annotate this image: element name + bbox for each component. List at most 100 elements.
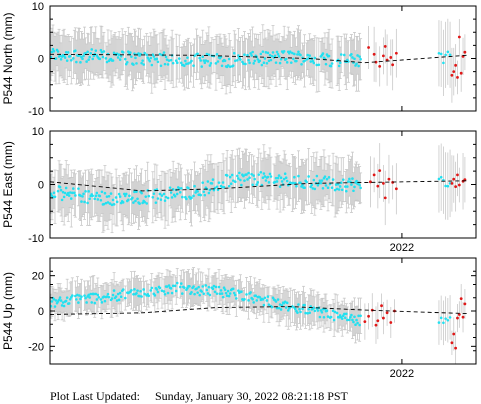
data-point <box>203 193 207 197</box>
data-point <box>339 53 343 56</box>
data-point <box>92 292 96 296</box>
data-point <box>256 58 260 61</box>
data-point <box>295 184 298 188</box>
data-point <box>321 186 325 190</box>
y-tick-label: 0 <box>38 180 44 192</box>
data-point <box>207 285 211 289</box>
data-point <box>283 300 287 304</box>
data-point <box>64 186 68 190</box>
panel-3: -20 0 20 2022 P544 Up (mm) <box>1 257 477 380</box>
data-point <box>68 54 72 58</box>
data-point <box>338 185 342 188</box>
panel-2: -10 0 10 2022 P544 East (mm) <box>1 126 477 254</box>
data-point <box>105 60 109 64</box>
data-point <box>156 290 160 294</box>
data-point <box>212 284 216 288</box>
data-point <box>96 198 100 201</box>
data-point <box>355 318 358 322</box>
data-point <box>68 297 72 301</box>
red-point <box>367 314 370 318</box>
data-point <box>258 296 262 299</box>
data-point <box>61 190 65 194</box>
data-point <box>248 176 251 179</box>
data-point <box>244 62 247 66</box>
data-point <box>95 191 99 195</box>
data-point <box>341 178 345 181</box>
data-point <box>261 50 265 53</box>
data-point <box>307 307 310 311</box>
data-point <box>175 281 179 285</box>
red-point <box>457 313 461 316</box>
data-point <box>95 298 99 301</box>
data-point <box>205 288 209 292</box>
data-point <box>250 54 253 57</box>
data-point <box>192 285 195 288</box>
data-point <box>324 62 328 66</box>
data-point <box>116 56 120 59</box>
data-point <box>201 55 205 58</box>
data-point <box>325 177 329 181</box>
data-point <box>170 291 174 295</box>
data-point <box>149 289 153 292</box>
data-point <box>334 183 338 186</box>
data-point <box>119 54 123 58</box>
data-point <box>215 53 219 56</box>
data-point <box>141 59 144 62</box>
data-point <box>330 186 334 189</box>
data-point <box>319 181 323 185</box>
data-point <box>64 51 68 54</box>
data-point <box>228 175 232 179</box>
data-point <box>345 189 348 193</box>
data-point <box>199 59 202 62</box>
data-point <box>335 311 339 315</box>
data-point <box>102 50 106 53</box>
data-point <box>56 189 60 193</box>
data-point <box>99 48 103 52</box>
data-point <box>88 296 91 299</box>
data-point <box>293 175 296 179</box>
data-point <box>261 298 265 301</box>
data-point <box>303 59 306 63</box>
data-point <box>284 306 288 309</box>
data-point <box>215 292 219 295</box>
data-point <box>280 180 284 183</box>
data-point <box>356 321 359 325</box>
cyan-points <box>50 47 452 69</box>
data-point <box>186 286 189 290</box>
x-tick-label: 2022 <box>390 242 414 254</box>
data-point <box>204 59 208 62</box>
red-point <box>378 64 382 68</box>
data-point <box>350 183 353 186</box>
data-point <box>232 291 236 295</box>
data-point <box>306 53 309 57</box>
data-point <box>329 315 333 319</box>
data-point <box>50 192 53 196</box>
red-point <box>383 45 387 48</box>
red-point <box>380 304 383 308</box>
data-point <box>198 56 201 60</box>
data-point <box>267 303 271 306</box>
data-point <box>351 56 354 59</box>
data-point <box>118 195 122 198</box>
data-point <box>327 176 331 179</box>
data-point <box>234 59 237 63</box>
data-point <box>448 316 452 319</box>
data-point <box>71 294 74 297</box>
data-point <box>196 52 199 56</box>
red-point <box>363 320 367 323</box>
data-point <box>58 54 62 58</box>
data-point <box>236 58 239 62</box>
data-point <box>115 200 119 204</box>
data-point <box>149 56 153 60</box>
data-point <box>148 59 152 63</box>
data-point <box>140 61 143 65</box>
data-point <box>91 194 94 198</box>
data-point <box>160 194 164 197</box>
data-point <box>276 298 280 301</box>
data-point <box>227 294 231 298</box>
data-point <box>74 194 77 197</box>
red-point <box>372 173 376 177</box>
data-point <box>274 176 278 180</box>
data-point <box>80 200 83 203</box>
data-point <box>163 292 167 296</box>
